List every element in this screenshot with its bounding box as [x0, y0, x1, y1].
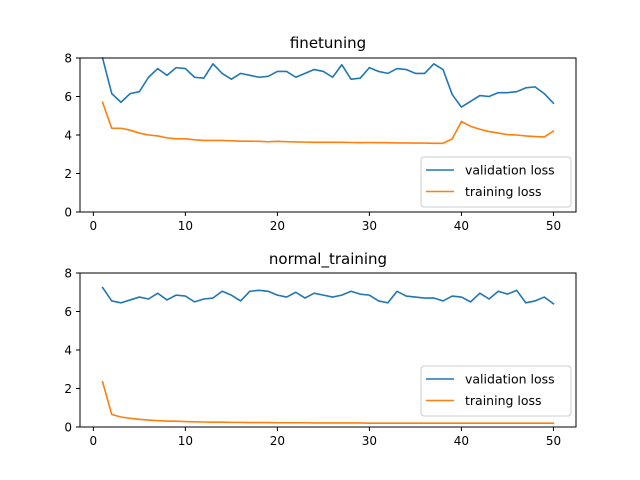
legend: validation loss training loss	[420, 156, 572, 208]
x-tick-label: 40	[454, 434, 469, 448]
y-tick-label: 0	[64, 206, 72, 220]
legend-label: training loss	[465, 393, 542, 408]
series-line-training-loss	[101, 101, 555, 145]
x-tick-label: 30	[362, 434, 377, 448]
legend-box	[420, 156, 572, 208]
series-line-training-loss	[101, 380, 555, 424]
y-tick-label: 6	[64, 90, 72, 104]
x-tick-label: 40	[454, 219, 469, 233]
y-tick-label: 4	[64, 129, 72, 143]
subplot-title: finetuning	[290, 34, 366, 52]
x-tick-label: 20	[270, 434, 285, 448]
series-line-validation-loss	[101, 57, 555, 108]
x-tick-label: 10	[178, 219, 193, 233]
legend-label: validation loss	[465, 163, 555, 178]
x-tick-label: 20	[270, 219, 285, 233]
legend-label: training loss	[465, 184, 542, 199]
x-tick-label: 30	[362, 219, 377, 233]
y-tick-label: 8	[64, 267, 72, 281]
series-line-validation-loss	[101, 286, 555, 305]
y-tick-label: 4	[64, 344, 72, 358]
x-tick-label: 10	[178, 434, 193, 448]
y-tick-label: 2	[64, 167, 72, 181]
subplot-title: normal_training	[269, 250, 387, 269]
x-tick-label: 50	[546, 219, 561, 233]
legend-box	[420, 365, 572, 417]
subplot-normal-training: normal_training 0 10 20 30 40 50 0 2 4 6 8 validati…	[64, 250, 577, 448]
legend: validation loss training loss	[420, 365, 572, 417]
x-tick-label: 50	[546, 434, 561, 448]
y-tick-label: 8	[64, 52, 72, 66]
x-tick-label: 0	[90, 219, 98, 233]
y-tick-label: 2	[64, 382, 72, 396]
x-tick-label: 0	[90, 434, 98, 448]
y-tick-label: 0	[64, 421, 72, 435]
legend-label: validation loss	[465, 372, 555, 387]
y-tick-label: 6	[64, 305, 72, 319]
subplot-finetuning: finetuning 0 10 20 30 40 50 0 2 4 6 8 validation lo…	[64, 34, 577, 233]
